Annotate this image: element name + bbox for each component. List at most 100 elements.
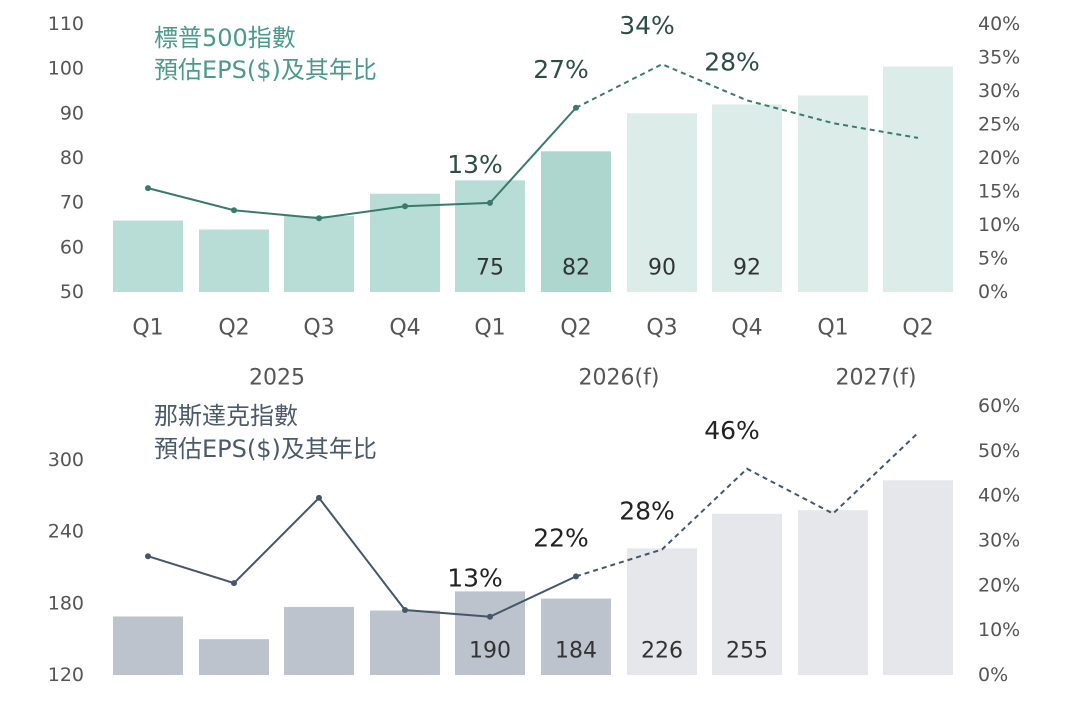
year-label: 2026(f) [579,366,660,391]
quarter-label: Q4 [389,316,420,341]
nq-bar-value-label: 255 [726,639,768,664]
nq-title-line2: 預估EPS($)及其年比 [154,435,377,463]
nq-yoy-label: 46% [704,416,760,445]
year-label: 2025 [249,366,305,391]
nq-bar [627,548,697,675]
nq-right-tick-label: 60% [978,395,1020,417]
sp-bar [798,95,868,292]
sp-right-tick-label: 10% [978,214,1020,236]
nq-right-tick-label: 30% [978,530,1020,552]
sp-yoy-label: 13% [447,150,503,179]
quarter-label: Q2 [560,316,591,341]
nq-bar [541,598,611,675]
sp-yoy-point [145,185,151,192]
sp-yoy-point [316,215,322,222]
nq-left-tick-label: 240 [48,521,84,543]
sp-yoy-point [487,199,493,206]
nq-bar-value-label: 184 [555,639,597,664]
sp-yoy-point [231,207,237,214]
quarter-label: Q1 [474,316,505,341]
sp-yoy-line-forecast [575,63,919,139]
nq-yoy-point [316,494,322,501]
quarter-label: Q2 [218,316,249,341]
nasdaq-eps-chart: 190 184 226 255 120 180 240 300 0% 10% 20% 30% 40% 50… [48,395,1021,686]
nq-bar [712,513,782,675]
sp-right-tick-label: 35% [978,47,1020,69]
nq-yoy-point [573,573,579,580]
sp-right-tick-label: 20% [978,147,1020,169]
nq-yoy-point [145,553,151,560]
sp-right-tick-label: 5% [978,248,1008,270]
sp-right-tick-label: 15% [978,181,1020,203]
quarter-label: Q3 [646,316,677,341]
nq-yoy-point [231,580,237,587]
nq-bar [284,606,354,675]
sp-right-tick-label: 25% [978,114,1020,136]
nq-bar-value-label: 226 [641,639,683,664]
sp-yoy-point [573,104,579,111]
sp-title-line2: 預估EPS($)及其年比 [154,56,377,84]
sp-left-tick-label: 90 [60,102,84,124]
sp-yoy-label: 28% [704,47,760,76]
year-label: 2027(f) [836,366,917,391]
quarter-label: Q3 [303,316,334,341]
nq-yoy-line-forecast [575,432,919,578]
nq-right-tick-label: 20% [978,574,1020,596]
nq-left-tick-label: 120 [48,664,84,686]
quarter-axis-labels: Q1 Q2 Q3 Q4 Q1 Q2 Q3 Q4 Q1 Q2 [132,316,933,341]
quarter-label: Q4 [731,316,762,341]
nq-bar [370,610,440,675]
sp-left-tick-label: 80 [60,147,84,169]
quarter-label: Q2 [902,316,933,341]
year-axis-labels: 2025 2026(f) 2027(f) [249,366,916,391]
sp-yoy-line-actual [147,107,577,220]
nq-right-tick-label: 10% [978,619,1020,641]
sp-bar-value-label: 75 [476,256,504,281]
sp-left-tick-label: 70 [60,192,84,214]
sp-left-tick-label: 60 [60,236,84,258]
sp-left-tick-label: 110 [48,13,84,35]
sp-bar-value-label: 90 [648,256,676,281]
sp500-eps-chart: 75 82 90 92 50 60 70 80 90 100 110 0% 5% 10% 15% 20% 25%… [48,11,1021,303]
sp-bar [113,220,183,292]
sp-bar [541,151,611,292]
nq-yoy-label: 28% [619,496,675,525]
sp-bar [883,66,953,292]
nq-bar-value-label: 190 [469,639,511,664]
nq-title-line1: 那斯達克指數 [154,402,298,430]
nq-right-tick-label: 40% [978,485,1020,507]
sp-left-tick-label: 50 [60,281,84,303]
nq-right-tick-label: 50% [978,440,1020,462]
sp-bar [284,216,354,292]
sp-bar [712,104,782,293]
sp-bar [199,229,269,292]
sp-right-tick-label: 0% [978,281,1008,303]
nq-bar [113,616,183,675]
sp-right-tick-label: 40% [978,13,1020,35]
nq-left-tick-label: 180 [48,592,84,614]
quarter-label: Q1 [817,316,848,341]
nq-bar [883,480,953,675]
sp-title-line1: 標普500指數 [154,24,296,52]
sp-right-tick-label: 30% [978,80,1020,102]
sp-bar [455,180,525,292]
sp-yoy-label: 27% [533,55,589,84]
nq-yoy-line-actual [147,496,577,618]
nq-yoy-point [402,606,408,613]
sp-bar-value-label: 82 [562,256,590,281]
sp-left-tick-label: 100 [48,58,84,80]
nq-left-tick-label: 300 [48,449,84,471]
nq-yoy-label: 22% [533,523,589,552]
sp-yoy-label: 34% [619,11,675,40]
sp-bar [627,113,697,292]
nq-right-tick-label: 0% [978,664,1008,686]
quarter-label: Q1 [132,316,163,341]
sp-bar-value-label: 92 [733,256,761,281]
nq-bar [199,639,269,675]
sp-yoy-point [402,203,408,210]
nq-bar [798,510,868,675]
nq-yoy-point [487,613,493,620]
nq-yoy-label: 13% [447,564,503,593]
